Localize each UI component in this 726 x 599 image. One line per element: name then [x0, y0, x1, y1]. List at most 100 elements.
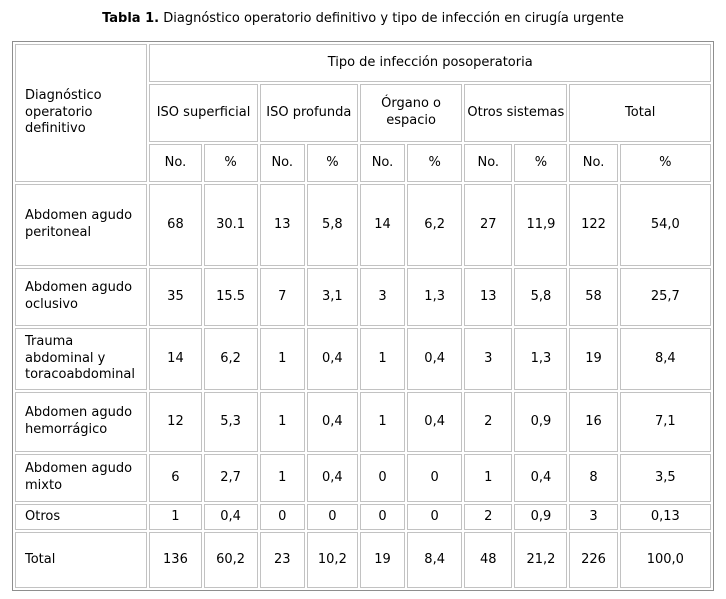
table-row-total: Total 136 60,2 23 10,2 19 8,4 48 21,2 22…: [15, 532, 711, 588]
cell-value: 8: [569, 454, 618, 502]
group-header-total: Total: [569, 84, 711, 142]
col-header: %: [203, 144, 258, 182]
cell-value: 58: [569, 268, 618, 326]
table-caption: Diagnóstico operatorio definitivo y tipo…: [163, 11, 624, 26]
cell-value: 35: [149, 268, 202, 326]
cell-value: 122: [569, 184, 618, 266]
row-label: Otros: [15, 504, 148, 530]
cell-value: 19: [359, 532, 406, 588]
col-header: %: [514, 144, 568, 182]
cell-value: 8,4: [619, 328, 711, 390]
cell-value: 5,8: [306, 184, 358, 266]
cell-value: 3,5: [619, 454, 711, 502]
cell-value: 3: [464, 328, 513, 390]
cell-value: 16: [569, 392, 618, 452]
cell-value: 13: [259, 184, 305, 266]
row-label: Total: [15, 532, 148, 588]
cell-value: 0,4: [306, 392, 358, 452]
table-row: Abdomen agudo peritoneal 68 30.1 13 5,8 …: [15, 184, 711, 266]
cell-value: 2: [464, 392, 513, 452]
col-header: %: [619, 144, 711, 182]
cell-value: 8,4: [407, 532, 463, 588]
cell-value: 27: [464, 184, 513, 266]
cell-value: 2,7: [203, 454, 258, 502]
cell-value: 30.1: [203, 184, 258, 266]
data-table: Diagnóstico operatorio definitivo Tipo d…: [12, 41, 714, 591]
cell-value: 0,4: [306, 454, 358, 502]
cell-value: 15.5: [203, 268, 258, 326]
cell-value: 7: [259, 268, 305, 326]
cell-value: 0,4: [407, 392, 463, 452]
cell-value: 48: [464, 532, 513, 588]
cell-value: 0,13: [619, 504, 711, 530]
cell-value: 3,1: [306, 268, 358, 326]
cell-value: 10,2: [306, 532, 358, 588]
cell-value: 68: [149, 184, 202, 266]
cell-value: 1,3: [407, 268, 463, 326]
table-row: Trauma abdominal y toracoabdominal 14 6,…: [15, 328, 711, 390]
row-label: Abdomen agudo peritoneal: [15, 184, 148, 266]
cell-value: 14: [359, 184, 406, 266]
group-header-organo-espacio: Órgano o espacio: [359, 84, 463, 142]
cell-value: 0,9: [514, 504, 568, 530]
cell-value: 1,3: [514, 328, 568, 390]
cell-value: 2: [464, 504, 513, 530]
cell-value: 1: [464, 454, 513, 502]
cell-value: 13: [464, 268, 513, 326]
header-row-groups: ISO superficial ISO profunda Órgano o es…: [15, 84, 711, 142]
cell-value: 25,7: [619, 268, 711, 326]
cell-value: 21,2: [514, 532, 568, 588]
cell-value: 0: [306, 504, 358, 530]
cell-value: 1: [259, 392, 305, 452]
col-header: No.: [464, 144, 513, 182]
cell-value: 14: [149, 328, 202, 390]
row-label: Abdomen agudo oclusivo: [15, 268, 148, 326]
group-header-otros-sistemas: Otros sistemas: [464, 84, 568, 142]
cell-value: 136: [149, 532, 202, 588]
cell-value: 1: [259, 328, 305, 390]
cell-value: 0,4: [514, 454, 568, 502]
cell-value: 7,1: [619, 392, 711, 452]
cell-value: 0,4: [203, 504, 258, 530]
cell-value: 3: [359, 268, 406, 326]
row-label: Abdomen agudo mixto: [15, 454, 148, 502]
cell-value: 12: [149, 392, 202, 452]
cell-value: 23: [259, 532, 305, 588]
cell-value: 226: [569, 532, 618, 588]
cell-value: 1: [259, 454, 305, 502]
cell-value: 0: [359, 454, 406, 502]
table-row: Abdomen agudo mixto 6 2,7 1 0,4 0 0 1 0,…: [15, 454, 711, 502]
cell-value: 1: [359, 328, 406, 390]
top-header-cell: Tipo de infección posoperatoria: [149, 44, 711, 82]
cell-value: 6,2: [203, 328, 258, 390]
cell-value: 0: [259, 504, 305, 530]
cell-value: 0,4: [407, 328, 463, 390]
row-label: Abdomen agudo hemorrágico: [15, 392, 148, 452]
header-row-subcols: No. % No. % No. % No. % No. %: [15, 144, 711, 182]
cell-value: 0: [407, 504, 463, 530]
col-header: %: [306, 144, 358, 182]
cell-value: 5,3: [203, 392, 258, 452]
table-number-label: Tabla 1.: [102, 11, 160, 26]
cell-value: 1: [359, 392, 406, 452]
col-header: No.: [149, 144, 202, 182]
cell-value: 54,0: [619, 184, 711, 266]
group-header-iso-superficial: ISO superficial: [149, 84, 258, 142]
col-header: %: [407, 144, 463, 182]
cell-value: 6: [149, 454, 202, 502]
header-row-top: Diagnóstico operatorio definitivo Tipo d…: [15, 44, 711, 182]
cell-value: 1: [149, 504, 202, 530]
cell-value: 6,2: [407, 184, 463, 266]
row-label: Trauma abdominal y toracoabdominal: [15, 328, 148, 390]
cell-value: 0: [359, 504, 406, 530]
cell-value: 0,4: [306, 328, 358, 390]
cell-value: 11,9: [514, 184, 568, 266]
cell-value: 100,0: [619, 532, 711, 588]
table-row: Abdomen agudo oclusivo 35 15.5 7 3,1 3 1…: [15, 268, 711, 326]
cell-value: 3: [569, 504, 618, 530]
table-row: Otros 1 0,4 0 0 0 0 2 0,9 3 0,13: [15, 504, 711, 530]
col-header: No.: [259, 144, 305, 182]
table-row: Abdomen agudo hemorrágico 12 5,3 1 0,4 1…: [15, 392, 711, 452]
corner-header-cell: Diagnóstico operatorio definitivo: [15, 44, 148, 182]
page-title: Tabla 1. Diagnóstico operatorio definiti…: [0, 0, 726, 26]
